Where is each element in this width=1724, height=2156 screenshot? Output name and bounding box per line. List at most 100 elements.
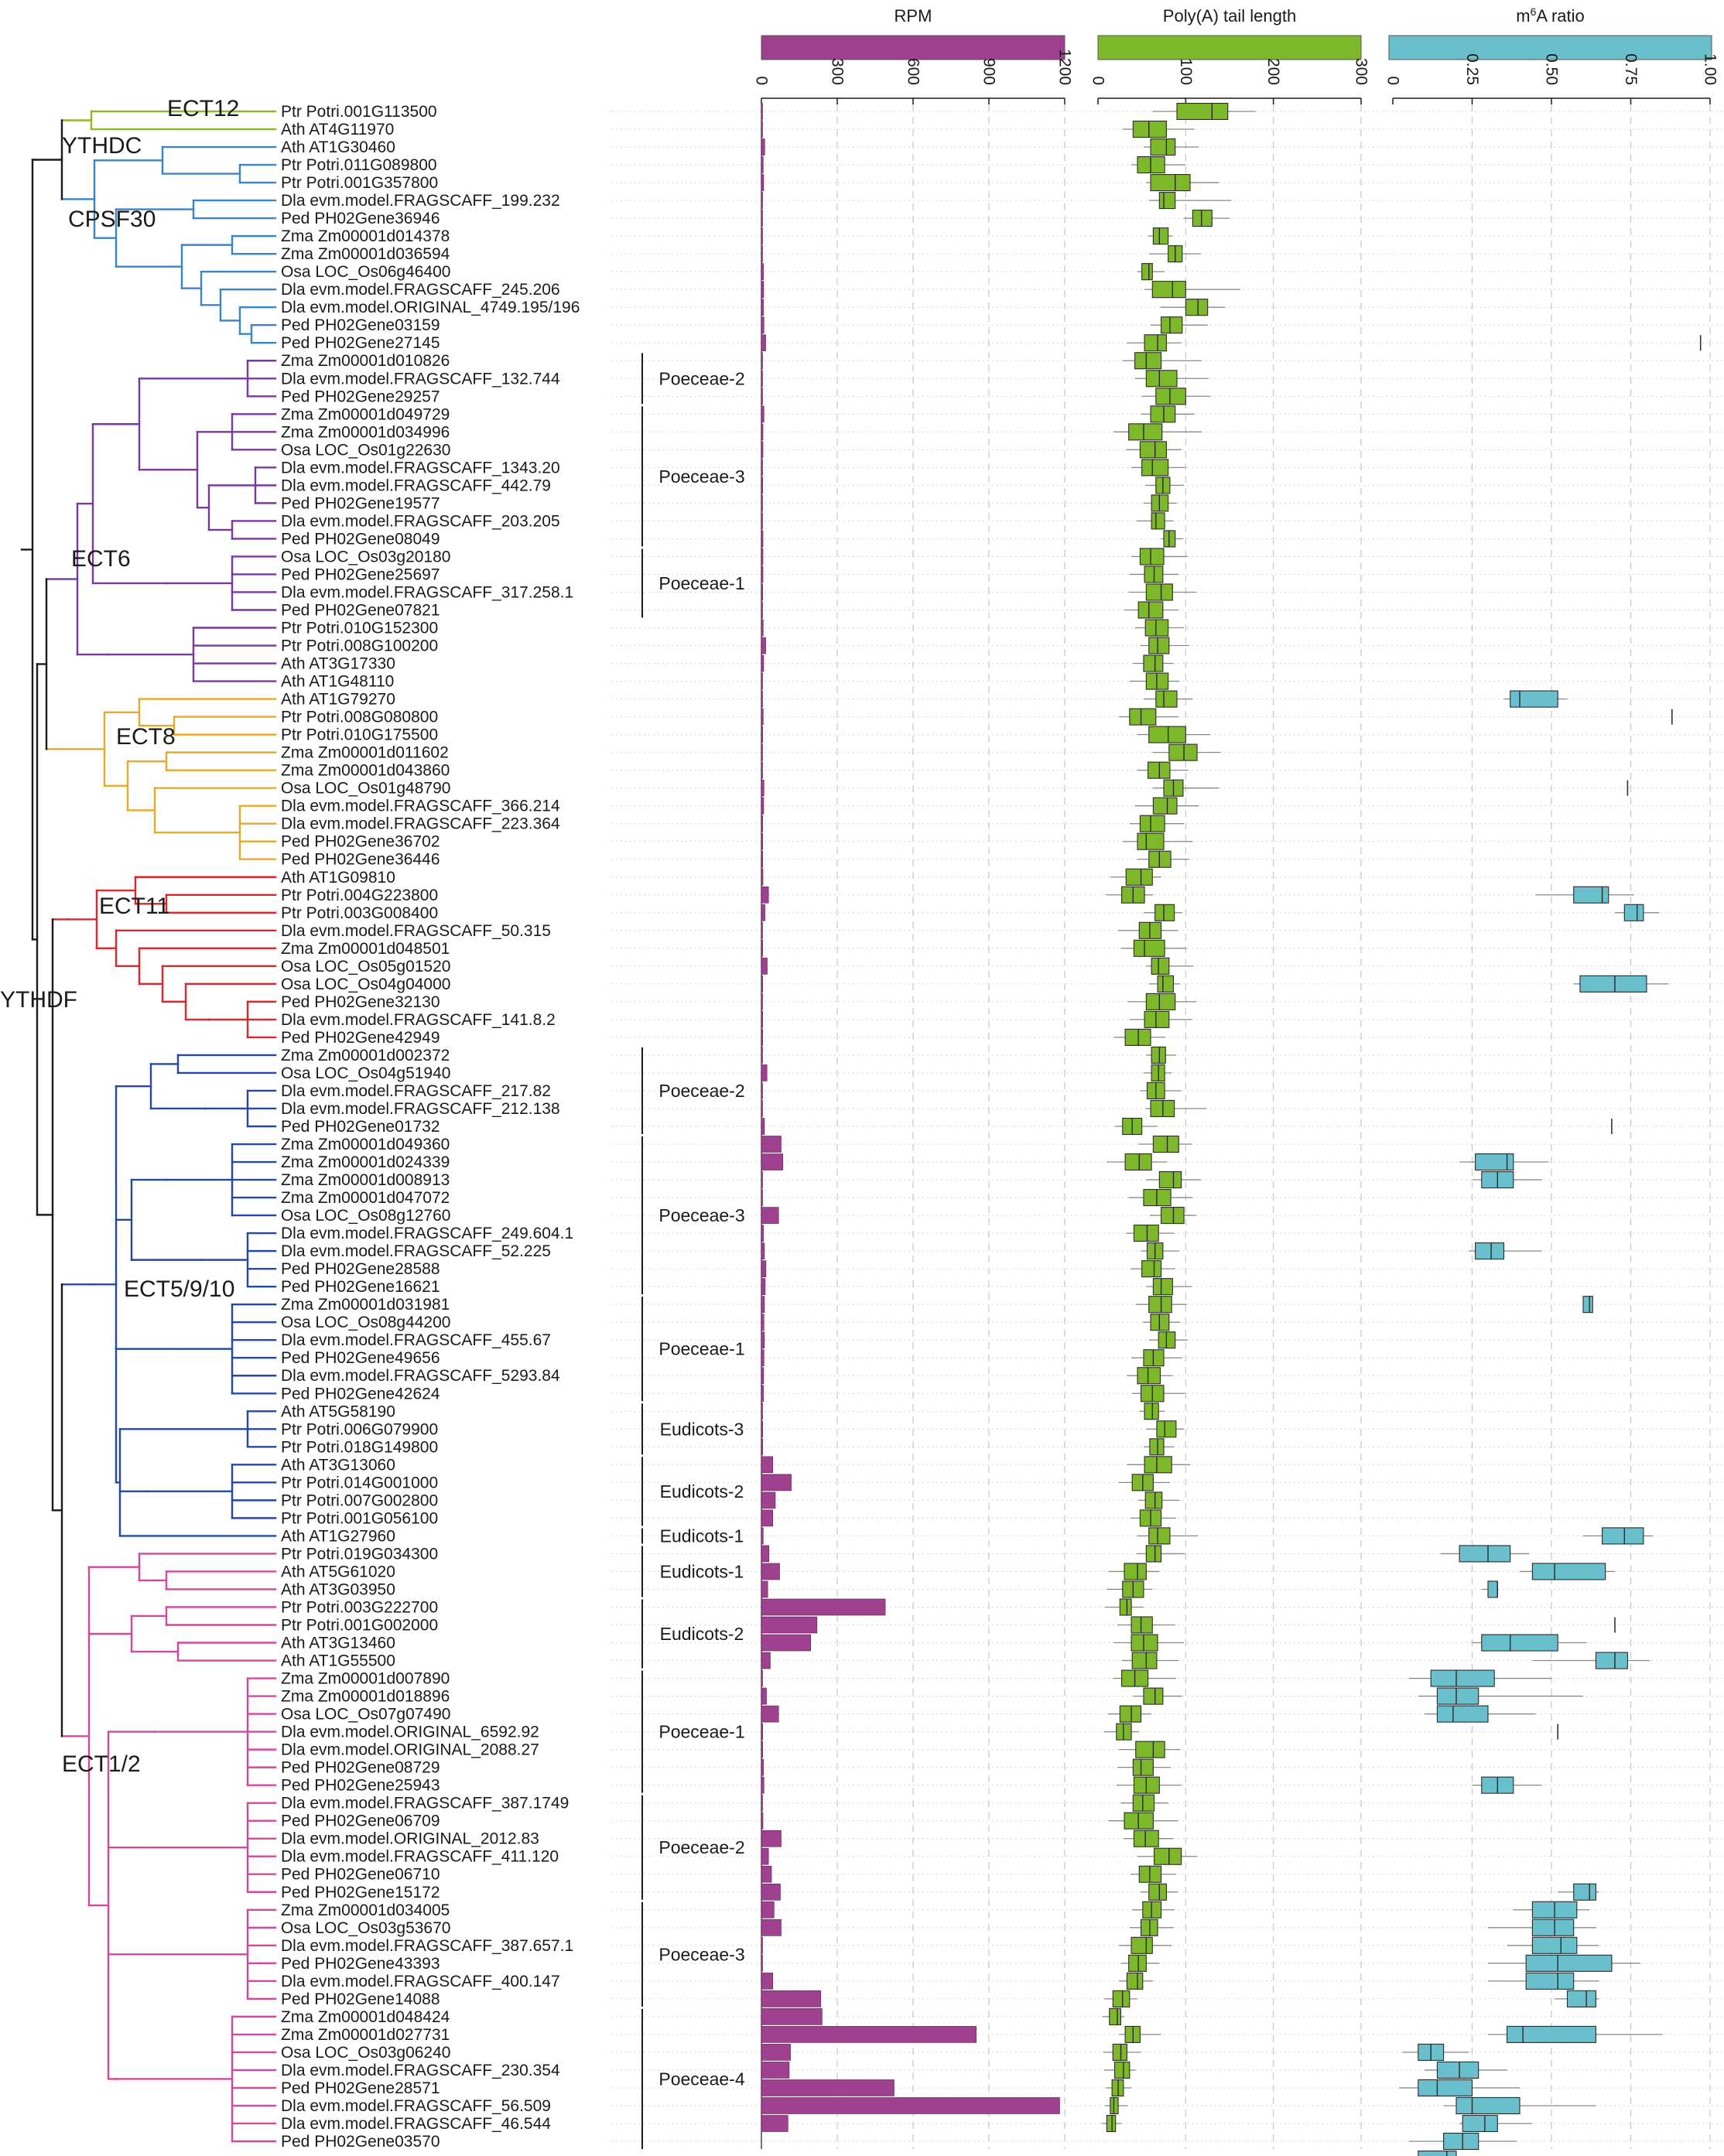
subgroup-label: Poeceae-1 [658,573,744,593]
iqr-box [1192,210,1213,227]
polya-box [1148,245,1201,263]
rpm-bar [761,1438,763,1456]
clade-label: ECT12 [167,96,239,121]
iqr-box [1106,2114,1117,2133]
rpm-bar [761,174,765,191]
iqr-box [1436,1687,1479,1705]
polya-box [1116,1776,1182,1794]
polya-box [1120,1954,1160,1972]
polya-box [1107,1580,1153,1598]
polya-box [1129,1919,1174,1936]
polya-box [1134,797,1199,815]
polya-box [1145,1099,1207,1118]
gene-label: Dla evm.model.FRAGSCAFF_223.364 [281,815,560,833]
gene-label: Ped PH02Gene49656 [281,1349,440,1367]
gene-label: Zma Zm00001d048424 [281,2008,450,2026]
panel-title: RPM [894,6,932,26]
x-tick-label: 200 [1264,58,1282,85]
panel-title: m6A ratio [1516,5,1585,26]
polya-box [1151,316,1208,334]
gene-label: Ath AT1G27960 [281,1527,395,1545]
polya-box [1135,1296,1187,1314]
clade-label: ECT5/9/10 [124,1276,234,1302]
gene-label: Zma Zm00001d036594 [281,245,450,263]
gene-label: Ped PH02Gene06710 [281,1866,440,1884]
iqr-box [1525,1972,1575,1990]
rpm-bar [761,815,763,832]
gene-label: Ptr Potri.019G034300 [281,1545,438,1563]
gene-label: Osa LOC_Os06g46400 [281,263,450,281]
polya-box [1141,1242,1180,1260]
m6a-box [1488,1919,1596,1936]
rpm-bar [761,1598,886,1616]
gene-label: Dla evm.model.FRAGSCAFF_56.509 [281,2097,551,2115]
subgroup-label: Eudicots-1 [660,1526,744,1546]
gene-label: Ped PH02Gene03570 [281,2133,440,2151]
iqr-box [1144,1010,1170,1028]
panel-header-bar [1388,35,1712,60]
iqr-box [1132,1794,1155,1812]
m6a-box [1513,1901,1590,1919]
polya-box [1143,1064,1172,1081]
gene-label: Ped PH02Gene06709 [281,1813,440,1830]
phylogenetic-tree [20,110,277,2143]
subgroup-label: Poeceae-1 [658,1722,744,1742]
iqr-box [1131,1936,1153,1954]
polya-box [1133,1687,1182,1705]
gene-label: Ped PH02Gene01732 [281,1118,440,1136]
iqr-box [1475,1153,1514,1171]
m6a-box [1573,975,1669,993]
m6a-box [1472,1634,1587,1652]
gene-label: Dla evm.model.FRAGSCAFF_387.1749 [281,1795,569,1813]
rpm-bar [761,1812,764,1830]
polya-box [1140,1081,1182,1100]
clade-labels: ECT12 YTHDC CPSF30 ECT6 ECT8 ECT11 YTHDF ECT5/9… [0,96,239,1777]
clade-label: YTHDF [0,987,77,1013]
polya-box [1137,263,1165,281]
x-tick-label: 0.50 [1543,53,1561,85]
iqr-box [1148,1527,1171,1545]
iqr-box [1152,1278,1173,1296]
polya-box [1103,1990,1137,2007]
polya-box [1108,1812,1178,1830]
subgroup-brackets: Poeceae-2 Poeceae-3 Poeceae-1 Poeceae-2 Poec… [641,353,745,2149]
polya-box [1113,1669,1176,1687]
iqr-box [1436,2061,1479,2079]
iqr-box [1579,975,1647,993]
m6a-box [1488,2025,1663,2043]
gene-label: Ped PH02Gene42624 [281,1385,440,1403]
x-tick-label: 900 [980,58,998,85]
rpm-bar [761,1456,773,1474]
gene-label: Dla evm.model.ORIGINAL_2012.83 [281,1830,539,1848]
m6a-box [1488,1972,1599,1990]
polya-box [1146,1278,1192,1296]
gene-label: Osa LOC_Os01g22630 [281,441,450,459]
iqr-box [1128,1954,1147,1972]
iqr-box [1158,1171,1182,1189]
rpm-bar [761,1367,765,1385]
m6a-box [1399,2079,1520,2096]
iqr-box [1151,281,1186,299]
polya-box [1131,548,1188,565]
iqr-box [1155,388,1186,405]
gene-label: Osa LOC_Os05g01520 [281,958,450,975]
polya-box [1107,1153,1168,1171]
polya-box [1149,1207,1196,1225]
polya-box [1117,1758,1172,1776]
subgroup-label: Poeceae-4 [658,2069,744,2089]
rpm-bar [761,1349,765,1367]
subgroup-label: Poeceae-1 [658,1339,744,1359]
polya-box [1137,1847,1198,1865]
rpm-bar [761,1794,763,1812]
m6a-box [1408,2132,1517,2151]
gene-label: Zma Zm00001d027731 [281,2026,450,2044]
gene-label: Ped PH02Gene07821 [281,601,440,619]
m6a-box [1443,2096,1596,2115]
rpm-bar [761,1652,771,1669]
polya-box [1121,1652,1179,1669]
gene-label: Dla evm.model.FRAGSCAFF_442.79 [281,477,551,494]
iqr-box [1152,797,1178,815]
polya-box [1119,708,1179,726]
polya-box [1136,1545,1185,1563]
gene-label: Zma Zm00001d007890 [281,1670,450,1688]
